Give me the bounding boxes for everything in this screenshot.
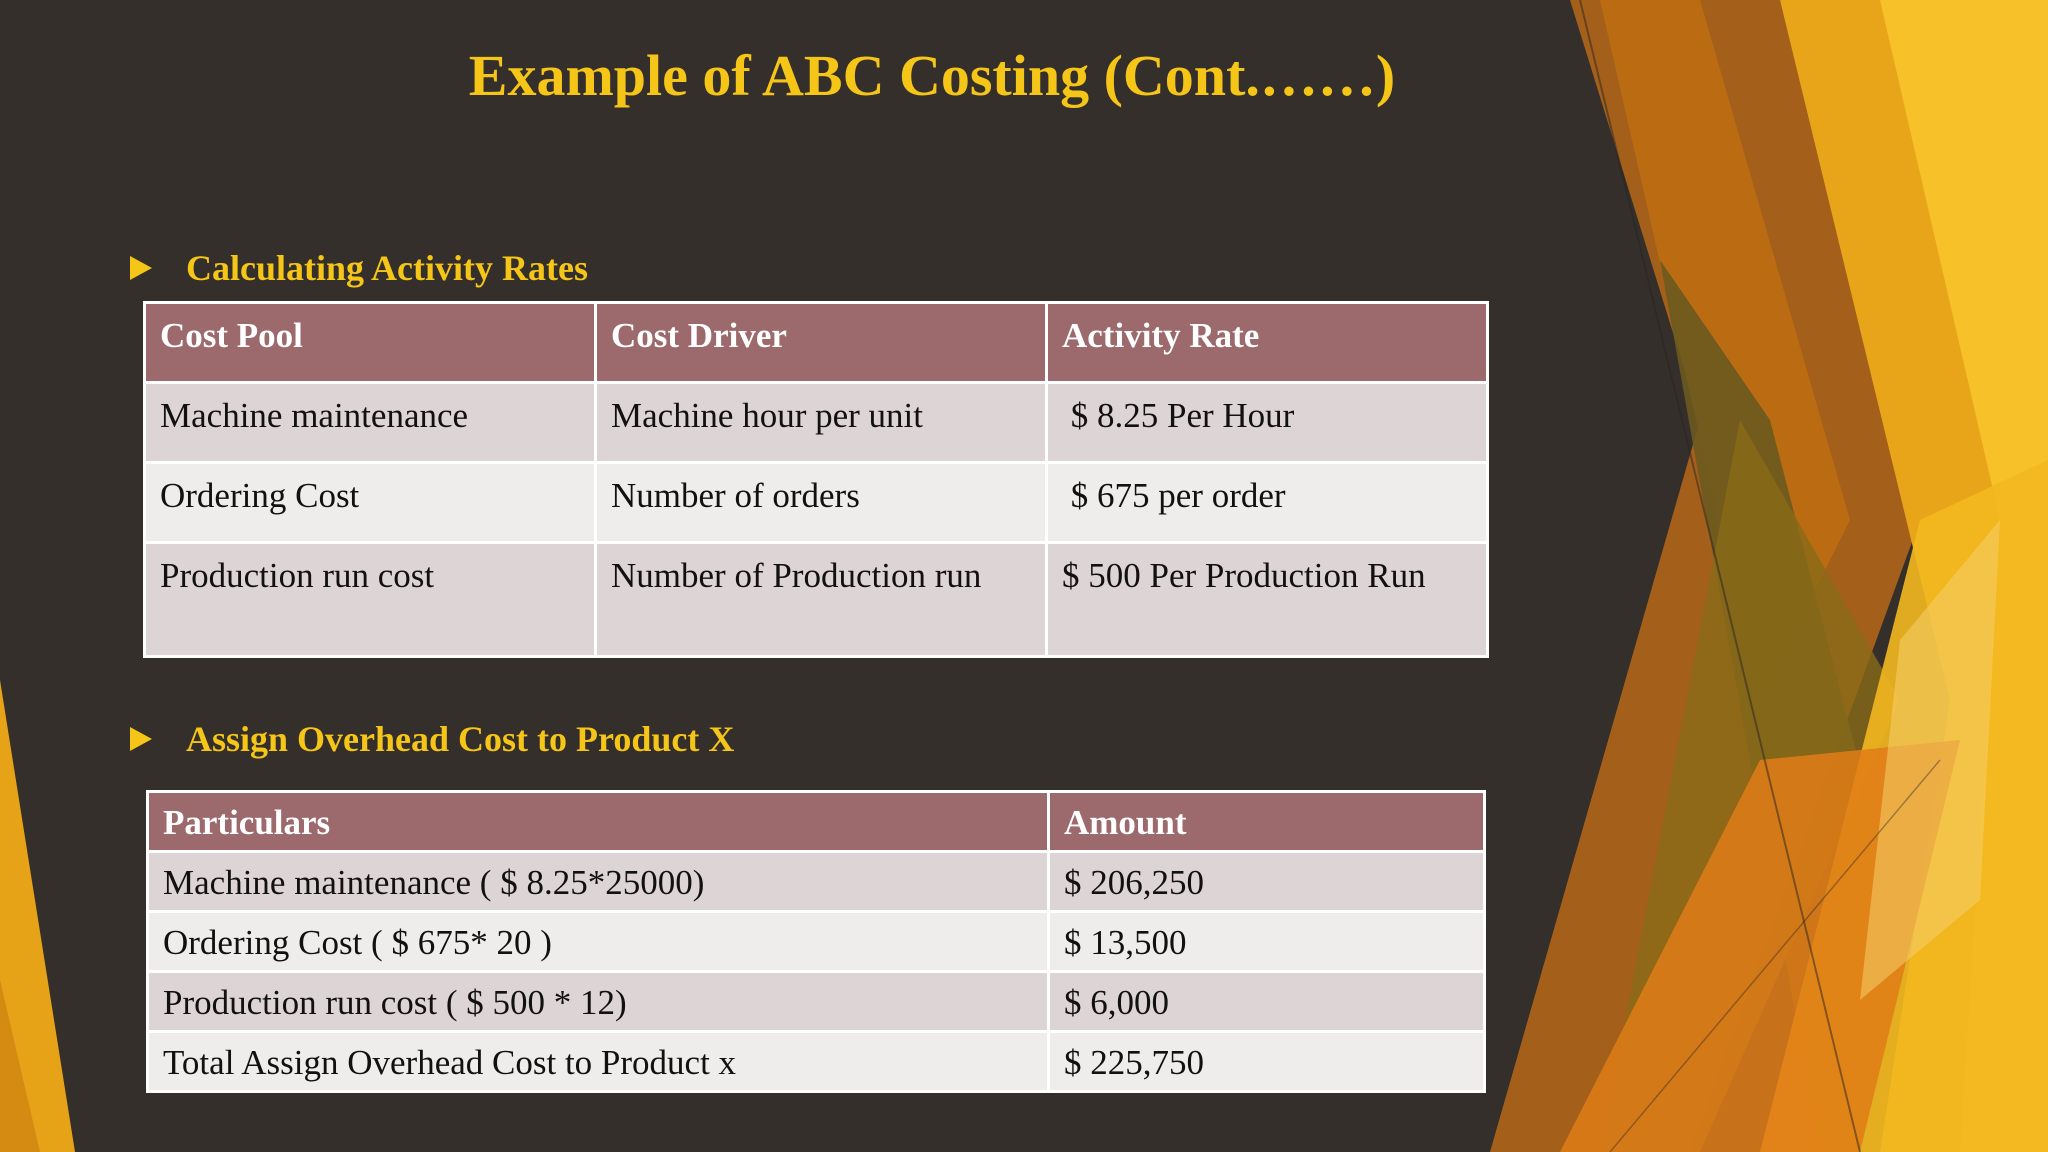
table-row: Production run cost Number of Production… xyxy=(143,541,1489,658)
table-cell: $ 206,250 xyxy=(1047,850,1486,913)
section-heading-overhead: Assign Overhead Cost to Product X xyxy=(130,718,734,760)
slide-title: Example of ABC Costing (Cont.……) xyxy=(468,43,1396,108)
column-header: Cost Driver xyxy=(594,301,1048,384)
column-header: Particulars xyxy=(146,790,1050,853)
table-row-total: Total Assign Overhead Cost to Product x … xyxy=(146,1030,1486,1093)
table-header-row: Cost Pool Cost Driver Activity Rate xyxy=(143,301,1489,384)
table-row: Machine maintenance ( $ 8.25*25000) $ 20… xyxy=(146,850,1486,913)
section-heading-label: Calculating Activity Rates xyxy=(186,248,588,288)
table-cell: Machine maintenance xyxy=(143,381,597,464)
table-cell: Production run cost xyxy=(143,541,597,658)
table-row: Machine maintenance Machine hour per uni… xyxy=(143,381,1489,464)
section-heading-activity-rates: Calculating Activity Rates xyxy=(130,247,588,289)
section-heading-label: Assign Overhead Cost to Product X xyxy=(186,719,735,759)
table-cell: Total Assign Overhead Cost to Product x xyxy=(146,1030,1050,1093)
table-cell: Number of Production run xyxy=(594,541,1048,658)
table-row: Ordering Cost Number of orders $ 675 per… xyxy=(143,461,1489,544)
table-cell: Ordering Cost xyxy=(143,461,597,544)
table-cell: $ 6,000 xyxy=(1047,970,1486,1033)
table-cell: $ 225,750 xyxy=(1047,1030,1486,1093)
triangle-bullet-icon xyxy=(130,256,152,280)
table-cell: Production run cost ( $ 500 * 12) xyxy=(146,970,1050,1033)
table-cell: Ordering Cost ( $ 675* 20 ) xyxy=(146,910,1050,973)
table-header-row: Particulars Amount xyxy=(146,790,1486,853)
table-row: Ordering Cost ( $ 675* 20 ) $ 13,500 xyxy=(146,910,1486,973)
table-cell: $ 500 Per Production Run xyxy=(1045,541,1489,658)
activity-rates-table: Cost Pool Cost Driver Activity Rate Mach… xyxy=(143,301,1489,658)
table-row: Production run cost ( $ 500 * 12) $ 6,00… xyxy=(146,970,1486,1033)
column-header: Amount xyxy=(1047,790,1486,853)
table-cell: Machine hour per unit xyxy=(594,381,1048,464)
column-header: Cost Pool xyxy=(143,301,597,384)
table-cell: Number of orders xyxy=(594,461,1048,544)
triangle-bullet-icon xyxy=(130,727,152,751)
table-cell: $ 675 per order xyxy=(1045,461,1489,544)
overhead-cost-table: Particulars Amount Machine maintenance (… xyxy=(146,790,1486,1093)
table-cell: $ 13,500 xyxy=(1047,910,1486,973)
column-header: Activity Rate xyxy=(1045,301,1489,384)
table-cell: $ 8.25 Per Hour xyxy=(1045,381,1489,464)
table-cell: Machine maintenance ( $ 8.25*25000) xyxy=(146,850,1050,913)
